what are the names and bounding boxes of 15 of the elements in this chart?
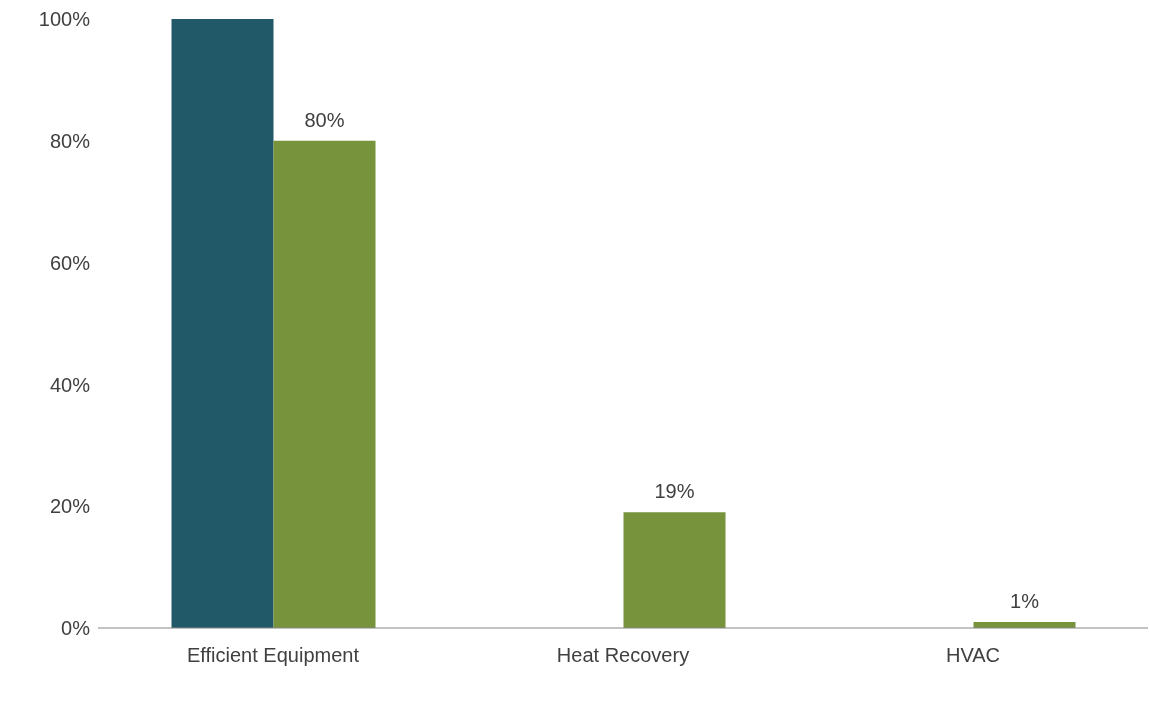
bar [171, 19, 274, 628]
y-tick-label: 60% [49, 251, 91, 274]
bar [623, 512, 726, 628]
x-tick-label: Heat Recovery [556, 644, 690, 667]
y-tick-label: 0% [61, 617, 91, 640]
data-label: 1% [1010, 589, 1040, 612]
bar [273, 140, 376, 628]
x-tick-label: Efficient Equipment [187, 644, 360, 667]
data-label: 80% [304, 108, 345, 131]
x-tick-label: HVAC [945, 644, 1001, 667]
y-tick-label: 100% [38, 8, 91, 31]
data-label: 19% [654, 480, 695, 503]
y-tick-label: 20% [49, 495, 91, 518]
y-tick-label: 80% [49, 129, 91, 152]
y-tick-label: 40% [49, 373, 91, 396]
